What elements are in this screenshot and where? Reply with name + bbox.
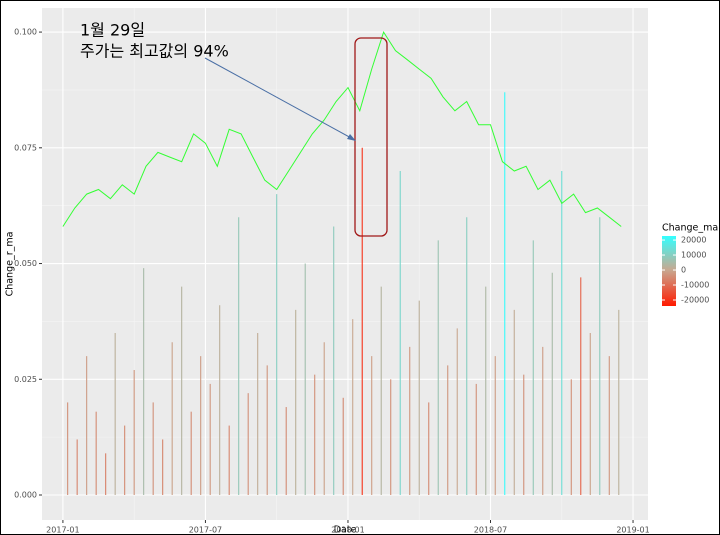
x-tick-label: 2018-07 [474, 526, 507, 535]
x-tick-label: 2017-01 [46, 526, 79, 535]
legend-label: 10000 [681, 251, 706, 260]
arrow-head [347, 134, 356, 141]
y-tick-label: 0.050 [14, 259, 37, 268]
legend-label: 0 [681, 266, 686, 275]
legend-label: -20000 [681, 296, 709, 305]
highlight-box [354, 37, 388, 237]
y-tick-label: 0.000 [14, 491, 37, 500]
legend-title: Change_ma [662, 223, 718, 234]
y-axis-label: Change_r_ma [5, 232, 16, 297]
price-line [62, 30, 622, 227]
x-tick-label: 2018-01 [331, 526, 364, 535]
x-tick-label: 2019-01 [616, 526, 649, 535]
arrow [204, 57, 354, 140]
annotation: 주가는 최고값의 94% [80, 42, 229, 61]
y-tick-label: 0.100 [14, 28, 37, 37]
legend-label: -10000 [681, 281, 709, 290]
y-tick-label: 0.075 [14, 143, 37, 152]
x-axis-label: Date [334, 525, 357, 535]
annotation: 1월 29일 [80, 21, 145, 40]
y-tick-label: 0.025 [14, 375, 37, 384]
x-tick-label: 2017-07 [189, 526, 222, 535]
legend-colorbar [662, 236, 676, 306]
legend-label: 20000 [681, 236, 706, 245]
